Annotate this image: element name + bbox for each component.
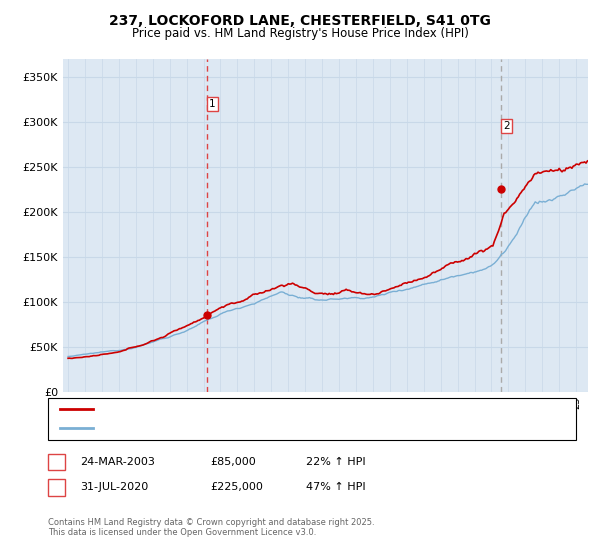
Text: 1: 1 <box>209 99 216 109</box>
Text: Price paid vs. HM Land Registry's House Price Index (HPI): Price paid vs. HM Land Registry's House … <box>131 27 469 40</box>
Text: 2: 2 <box>503 122 509 132</box>
Text: £85,000: £85,000 <box>210 457 256 467</box>
Text: 24-MAR-2003: 24-MAR-2003 <box>80 457 155 467</box>
Text: 237, LOCKOFORD LANE, CHESTERFIELD, S41 0TG (semi-detached house): 237, LOCKOFORD LANE, CHESTERFIELD, S41 0… <box>99 404 463 414</box>
Text: £225,000: £225,000 <box>210 482 263 492</box>
Text: Contains HM Land Registry data © Crown copyright and database right 2025.
This d: Contains HM Land Registry data © Crown c… <box>48 518 374 538</box>
Text: 1: 1 <box>53 457 60 467</box>
Text: 2: 2 <box>53 482 60 492</box>
Text: 47% ↑ HPI: 47% ↑ HPI <box>306 482 365 492</box>
Text: 31-JUL-2020: 31-JUL-2020 <box>80 482 148 492</box>
Text: HPI: Average price, semi-detached house, Chesterfield: HPI: Average price, semi-detached house,… <box>99 423 371 433</box>
Text: 22% ↑ HPI: 22% ↑ HPI <box>306 457 365 467</box>
Text: 237, LOCKOFORD LANE, CHESTERFIELD, S41 0TG: 237, LOCKOFORD LANE, CHESTERFIELD, S41 0… <box>109 14 491 28</box>
